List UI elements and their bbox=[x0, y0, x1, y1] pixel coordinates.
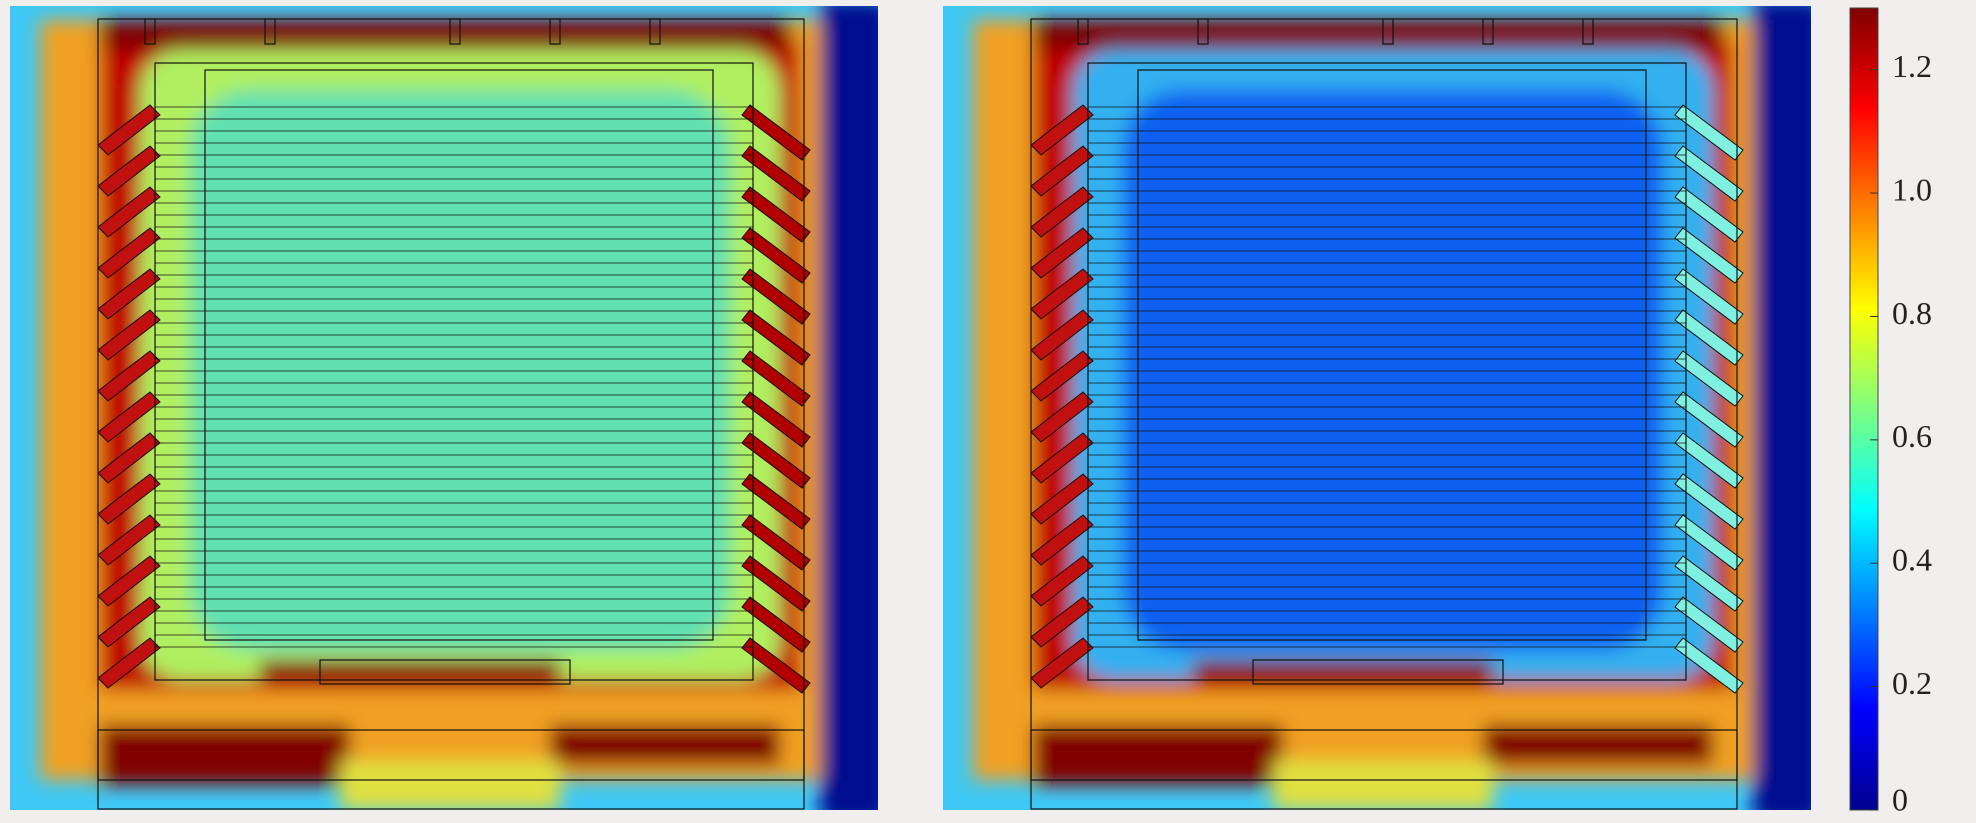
colorbar-tick-label: 0 bbox=[1892, 781, 1908, 817]
field-zone bbox=[1273, 760, 1493, 810]
field-zone bbox=[260, 660, 560, 680]
field-zone bbox=[550, 725, 780, 765]
colorbar-tick-label: 0.4 bbox=[1892, 542, 1932, 578]
colorbar-tick-label: 0.6 bbox=[1892, 418, 1932, 454]
figure: 0 0.2 0.4 0.6 0.8 1.0 1.2 bbox=[0, 0, 1976, 823]
contour-panel bbox=[10, 0, 890, 823]
colorbar-tick-label: 1.0 bbox=[1892, 171, 1932, 207]
colorbar-tick-label: 1.2 bbox=[1892, 48, 1932, 84]
field-zone bbox=[190, 90, 730, 650]
field-zone bbox=[1123, 90, 1663, 650]
field-zone bbox=[100, 725, 350, 785]
contour-panel bbox=[943, 0, 1823, 823]
colorbar bbox=[1850, 8, 1878, 810]
field-zone bbox=[340, 760, 560, 810]
field-zone bbox=[1033, 20, 1723, 50]
field-zone bbox=[1193, 660, 1493, 680]
field-zone bbox=[1033, 725, 1283, 785]
colorbar-tick-label: 0.2 bbox=[1892, 665, 1932, 701]
colorbar-tick-label: 0.8 bbox=[1892, 295, 1932, 331]
field-zone bbox=[100, 20, 790, 50]
field-zone bbox=[1483, 725, 1713, 765]
